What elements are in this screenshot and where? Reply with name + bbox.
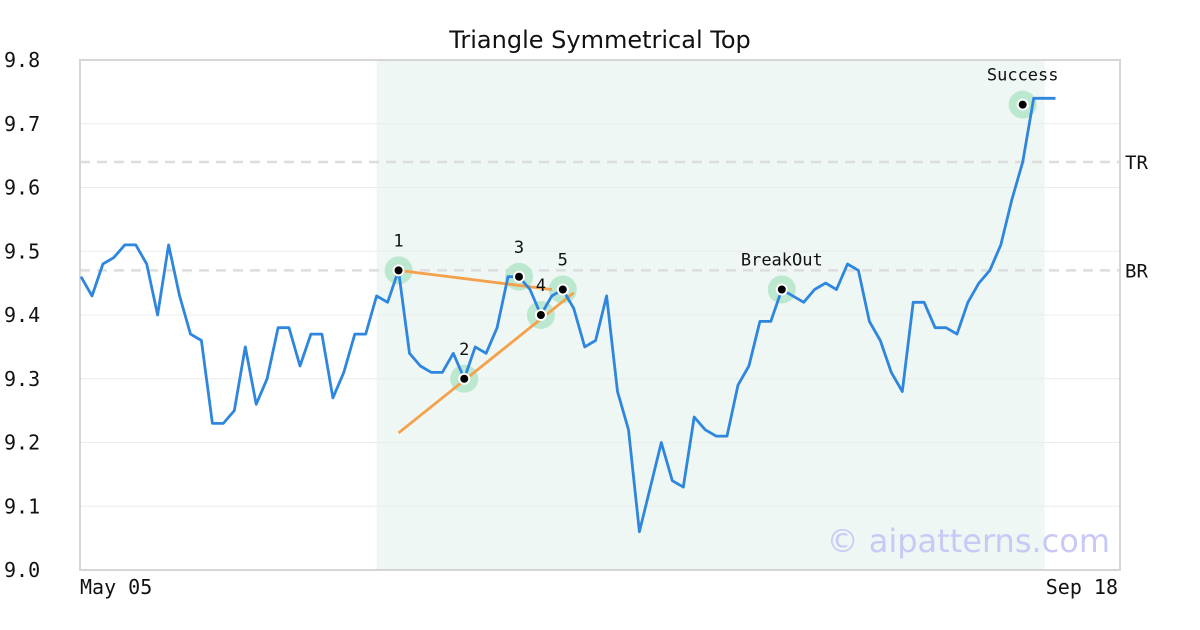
- point-dot: [1016, 98, 1029, 111]
- reference-lines: TR BR: [80, 152, 1148, 282]
- point-dot: [775, 283, 788, 296]
- point-dot: [458, 372, 471, 385]
- y-tick-label: 9.1: [4, 494, 40, 518]
- watermark: © aipatterns.com: [827, 522, 1110, 560]
- point-dot: [534, 309, 547, 321]
- y-tick-label: 9.6: [4, 176, 40, 200]
- point-label: 2: [459, 340, 469, 360]
- point-label: 1: [393, 231, 403, 251]
- point-label: Success: [987, 66, 1059, 86]
- plot-frame: [79, 59, 1121, 571]
- point-label: 3: [514, 238, 524, 258]
- chart-title: Triangle Symmetrical Top: [448, 26, 751, 54]
- y-tick-label: 9.0: [4, 558, 40, 582]
- y-tick-label: 9.8: [4, 48, 40, 72]
- point-dot: [556, 283, 569, 296]
- y-tick-label: 9.7: [4, 112, 40, 136]
- y-tick-label: 9.2: [4, 431, 40, 455]
- y-tick-label: 9.5: [4, 239, 40, 263]
- point-dot: [513, 270, 525, 283]
- y-axis-ticks: 9.0 9.1 9.2 9.3 9.4 9.5 9.6 9.7 9.8: [4, 48, 40, 582]
- pattern-point-labels: 1 2 345 BreakOut Success: [393, 66, 1058, 360]
- y-tick-label: 9.4: [4, 303, 40, 327]
- point-label: 4: [536, 276, 546, 296]
- x-tick-start: May 05: [80, 575, 152, 599]
- reference-label-tr: TR: [1125, 152, 1148, 174]
- point-label: BreakOut: [741, 251, 823, 271]
- point-dot: [392, 264, 405, 277]
- reference-label-br: BR: [1125, 260, 1148, 282]
- pattern-point-dots: [392, 98, 1029, 385]
- x-tick-end: Sep 18: [1046, 575, 1118, 599]
- y-tick-label: 9.3: [4, 367, 40, 391]
- price-series-line: [79, 96, 1056, 534]
- point-label: 5: [558, 251, 568, 271]
